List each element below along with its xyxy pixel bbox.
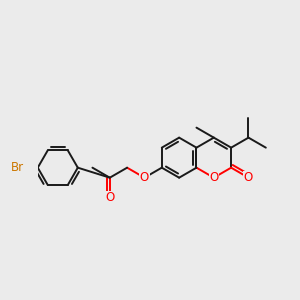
- Text: O: O: [209, 171, 218, 184]
- Text: Br: Br: [11, 161, 24, 174]
- Text: O: O: [140, 171, 149, 184]
- Text: O: O: [105, 191, 114, 204]
- Text: O: O: [244, 171, 253, 184]
